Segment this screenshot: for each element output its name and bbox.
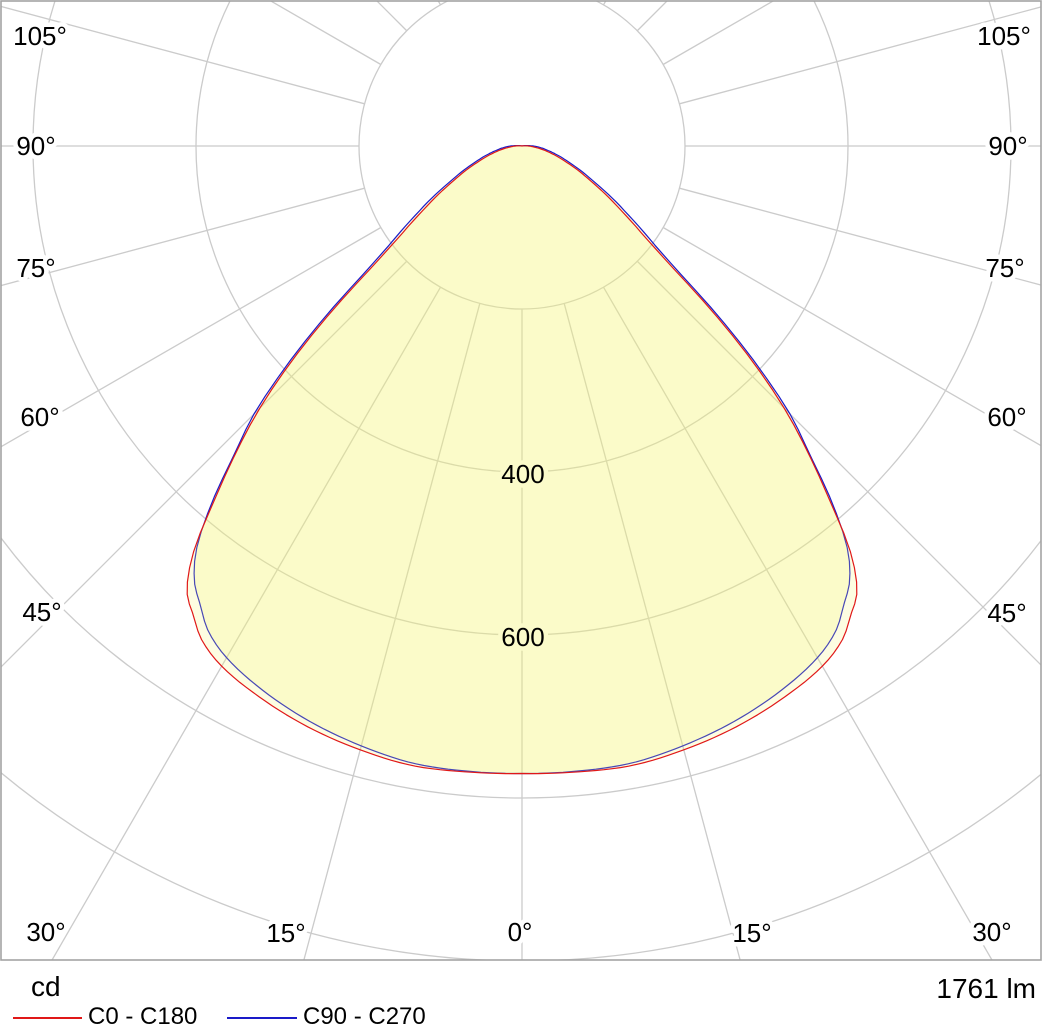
angle-label: 0° <box>508 917 533 947</box>
legend-label-c0-c180: C0 - C180 <box>88 1003 198 1030</box>
ring-value-label: 400 <box>501 459 544 489</box>
grid-radial-105 <box>679 6 1041 105</box>
legend-line-c90-c270 <box>227 1017 297 1019</box>
angle-label: 45° <box>987 598 1026 628</box>
grid-radial-330 <box>51 286 442 960</box>
ring-value-label: 600 <box>501 622 544 652</box>
plot-area <box>1 1 1041 960</box>
grid-radial-15 <box>563 303 741 960</box>
grid-radial-75 <box>679 187 1041 286</box>
grid-radial-285 <box>1 187 365 287</box>
units-label: cd <box>31 971 61 1002</box>
grid-radial-300 <box>1 226 382 448</box>
angle-label: 60° <box>20 402 59 432</box>
angle-label: 105° <box>13 21 67 51</box>
angle-label: 90° <box>16 131 55 161</box>
legend-label-c90-c270: C90 - C270 <box>303 1003 426 1030</box>
luminous-flux-label: 1761 lm <box>936 973 1036 1004</box>
angle-label: 60° <box>987 402 1026 432</box>
angle-label: 30° <box>26 917 65 947</box>
grid-radial-345 <box>303 303 481 960</box>
angle-label: 105° <box>977 21 1031 51</box>
angle-label: 30° <box>972 917 1011 947</box>
curve-C0-C180 <box>186 145 858 775</box>
angle-label: 15° <box>732 918 771 948</box>
angle-label: 75° <box>985 253 1024 283</box>
angle-label: 90° <box>988 131 1027 161</box>
grid-radial-60 <box>662 226 1041 447</box>
angle-label: 45° <box>22 597 61 627</box>
grid-radial-255 <box>1 5 365 105</box>
legend-line-c0-c180 <box>13 1017 82 1019</box>
angle-label: 15° <box>266 918 305 948</box>
polar-chart-canvas: 400 600 105° 90° 75° 60° 45° 105° 90° 75° 60° 45° 30… <box>0 0 1042 961</box>
plot-border <box>0 0 1042 961</box>
angle-label: 75° <box>16 253 55 283</box>
grid-radial-30 <box>602 286 993 960</box>
